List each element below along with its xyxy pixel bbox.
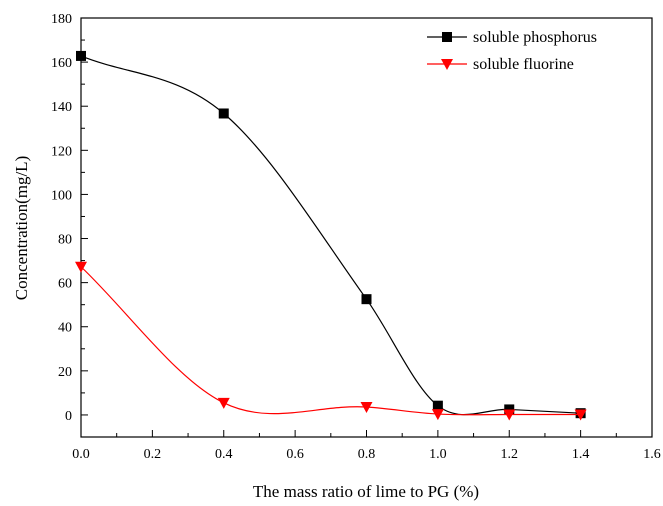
series-line xyxy=(80,55,581,416)
y-tick-label: 20 xyxy=(58,365,72,380)
data-point xyxy=(574,409,587,421)
legend: soluble phosphorus soluble fluorine xyxy=(427,29,597,73)
y-tick-label: 180 xyxy=(51,12,72,27)
data-point xyxy=(360,402,373,414)
data-point xyxy=(75,261,87,273)
x-tick-label: 1.2 xyxy=(501,447,519,462)
x-tick-label: 1.4 xyxy=(572,447,590,462)
y-tick-label: 60 xyxy=(58,277,72,292)
data-point xyxy=(504,404,515,415)
y-tick-label: 160 xyxy=(51,56,72,71)
x-axis-title: The mass ratio of lime to PG (%) xyxy=(253,482,479,501)
series-0 xyxy=(76,50,586,419)
y-tick-label: 40 xyxy=(58,321,72,336)
data-point xyxy=(361,294,372,305)
x-tick-label: 0.4 xyxy=(215,447,233,462)
legend-label: soluble phosphorus xyxy=(473,29,597,46)
x-tick-label: 1.6 xyxy=(643,447,661,462)
legend-label: soluble fluorine xyxy=(473,56,574,73)
data-point xyxy=(76,50,86,61)
y-tick-label: 140 xyxy=(51,100,72,115)
y-tick-label: 0 xyxy=(65,409,72,424)
legend-marker xyxy=(441,59,453,70)
series-1 xyxy=(75,261,587,421)
x-axis: 0.0 0.2 0.4 0.6 0.8 1.0 1.2 1.4 1.6 xyxy=(72,430,661,462)
data-point xyxy=(431,409,444,421)
x-tick-label: 1.0 xyxy=(429,447,447,462)
data-point xyxy=(432,400,443,411)
y-tick-label: 100 xyxy=(51,188,72,203)
data-point xyxy=(218,108,229,119)
y-tick-label: 120 xyxy=(51,144,72,159)
x-tick-label: 0.8 xyxy=(358,447,376,462)
data-point xyxy=(503,409,516,421)
y-tick-label: 80 xyxy=(58,233,72,248)
x-tick-label: 0.2 xyxy=(144,447,162,462)
x-tick-label: 0.0 xyxy=(72,447,90,462)
y-axis-title: Concentration(mg/L) xyxy=(12,156,31,300)
data-point xyxy=(217,397,230,409)
y-axis: 0 20 40 60 80 100 120 140 160 180 xyxy=(51,12,88,438)
x-tick-label: 0.6 xyxy=(286,447,304,462)
series-line xyxy=(80,266,581,416)
series-layer xyxy=(75,50,587,421)
legend-marker xyxy=(442,32,452,42)
